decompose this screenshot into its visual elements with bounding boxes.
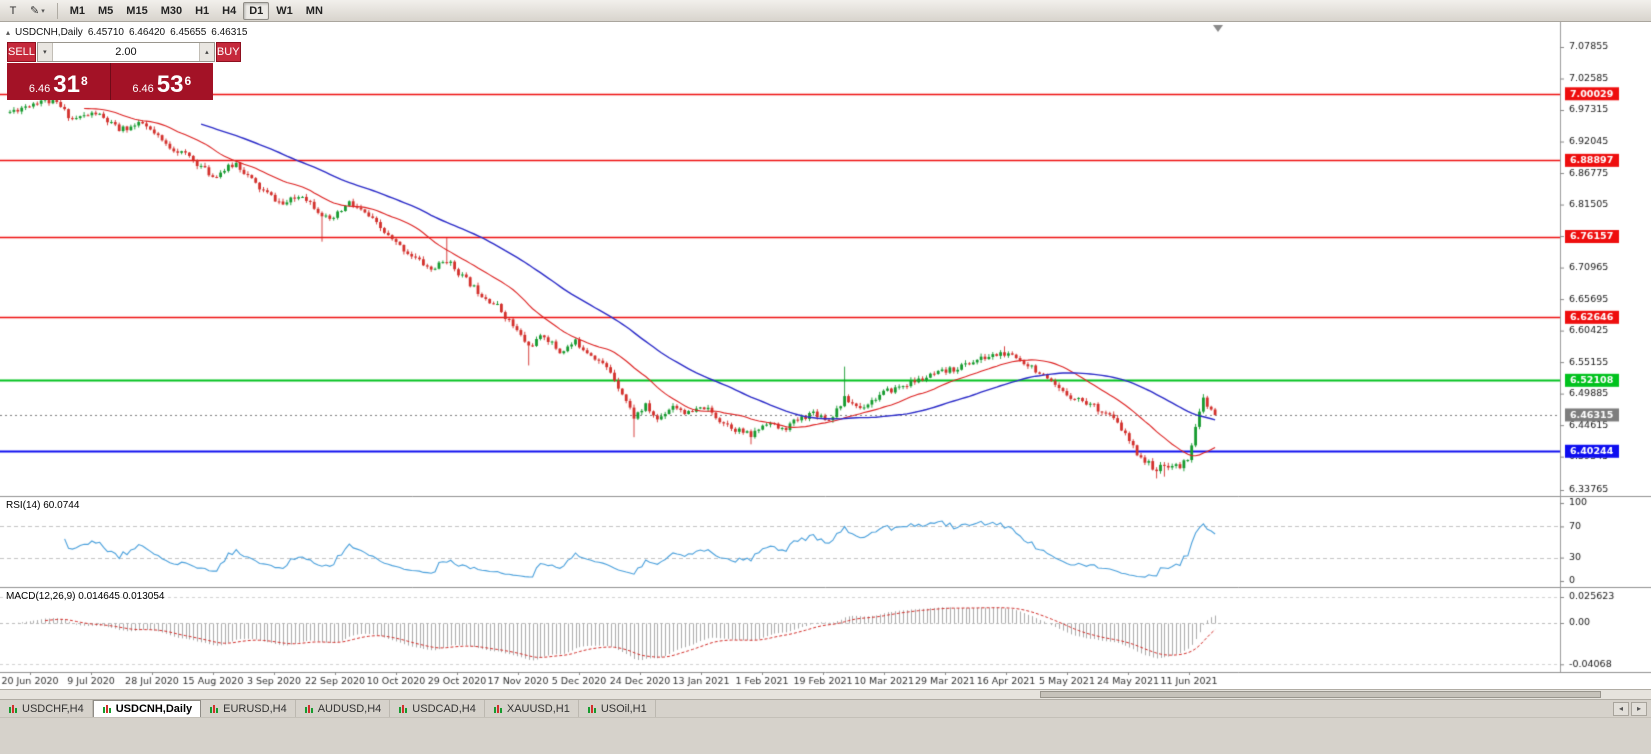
tab-label: USOil,H1 [600,702,647,715]
pencil-icon: ✎ [30,5,40,17]
tab-label: USDCHF,H4 [22,702,84,715]
chart-window-button[interactable]: T [3,2,23,20]
chart-ohlc-readout: ▴ USDCNH,Daily 6.45710 6.46420 6.45655 6… [6,27,247,38]
chart-icon [587,704,597,714]
chart-icon [304,704,314,714]
scrollbar-thumb[interactable] [1040,691,1602,698]
timeframe-button-group: M1 M5 M15 M30 H1 H4 D1 W1 MN [64,1,329,20]
ask-big-figure: 6.46 [132,82,154,95]
macd-indicator-label: MACD(12,26,9) 0.014645 0.013054 [6,591,165,602]
chart-tab-usdcad-h4[interactable]: USDCAD,H4 [390,700,485,717]
low-value: 6.45655 [170,27,207,38]
price-chart-canvas[interactable] [0,22,1651,689]
timeframes-toolbar: T ✎ ▾ M1 M5 M15 M30 H1 H4 D1 W1 MN [0,0,1651,22]
trade-panel-prices: 6.46 31 8 6.46 53 6 [7,63,213,100]
chart-tab-usoil-h1[interactable]: USOil,H1 [579,700,656,717]
ask-pips: 53 [156,71,184,99]
high-value: 6.46420 [128,27,166,38]
tab-scroll-right-button[interactable]: ▸ [1631,701,1647,716]
chart-tab-eurusd-h4[interactable]: EURUSD,H4 [201,700,296,717]
tab-label: USDCAD,H4 [412,702,476,715]
bid-pipette: 8 [80,74,88,88]
ask-pipette: 6 [184,74,192,88]
chevron-down-icon: ▾ [41,7,45,15]
toolbar-separator [56,2,58,19]
volume-input[interactable] [52,43,199,61]
bid-big-figure: 6.46 [28,82,51,95]
close-value: 6.46315 [211,27,248,38]
chart-tab-audusd-h4[interactable]: AUDUSD,H4 [296,700,391,717]
timeframe-button-h4[interactable]: H4 [216,2,242,20]
symbol-label: USDCNH,Daily [15,27,83,38]
buy-button[interactable]: BUY [215,42,241,62]
rsi-indicator-label: RSI(14) 60.0744 [6,500,80,511]
timeframe-button-m15[interactable]: M15 [120,2,153,20]
collapse-triangle-icon[interactable]: ▴ [6,28,11,37]
chart-icon [8,704,18,714]
sell-button[interactable]: SELL [7,42,36,62]
open-value: 6.45710 [87,27,124,38]
chart-tab-xauusd-h1[interactable]: XAUUSD,H1 [485,700,579,717]
ask-price[interactable]: 6.46 53 6 [111,63,214,100]
chart-icon [493,704,503,714]
tab-label: AUDUSD,H4 [317,702,382,715]
chart-tab-usdchf-h4[interactable]: USDCHF,H4 [0,700,93,717]
chart-tabs: USDCHF,H4 USDCNH,Daily EURUSD,H4 AUDUSD,H4 U… [0,700,656,717]
status-bar [0,717,1651,754]
trade-panel-controls: SELL ▾ ▴ BUY [7,42,241,62]
horizontal-scrollbar[interactable] [0,689,1651,699]
volume-decrease-button[interactable]: ▾ [37,43,53,61]
timeframe-button-m5[interactable]: M5 [92,2,119,20]
timeframe-button-mn[interactable]: MN [300,2,329,20]
chart-icon [209,704,219,714]
timeframe-button-w1[interactable]: W1 [270,2,299,20]
tab-label: USDCNH,Daily [115,703,193,715]
chart-icon [102,704,112,714]
chart-icon [398,704,408,714]
timeframe-button-d1[interactable]: D1 [243,1,270,20]
chart-region: ▴ USDCNH,Daily 6.45710 6.46420 6.45655 6… [0,22,1651,689]
bid-price[interactable]: 6.46 31 8 [7,63,111,100]
volume-stepper: ▾ ▴ [36,42,215,62]
timeframe-button-h1[interactable]: H1 [189,2,215,20]
timeframe-button-m1[interactable]: M1 [64,2,91,20]
chart-tab-bar: USDCHF,H4 USDCNH,Daily EURUSD,H4 AUDUSD,H4 U… [0,699,1651,717]
tab-label: XAUUSD,H1 [506,702,570,715]
tab-scroll-arrows: ◂ ▸ [1609,700,1651,717]
draw-tool-button[interactable]: ✎ ▾ [24,2,51,20]
tab-scroll-left-button[interactable]: ◂ [1613,701,1629,716]
chart-tab-usdcnh-daily[interactable]: USDCNH,Daily [92,700,202,717]
timeframe-button-m30[interactable]: M30 [155,2,188,20]
tab-label: EURUSD,H4 [223,702,287,715]
volume-increase-button[interactable]: ▴ [198,43,214,61]
bid-pips: 31 [53,71,80,99]
